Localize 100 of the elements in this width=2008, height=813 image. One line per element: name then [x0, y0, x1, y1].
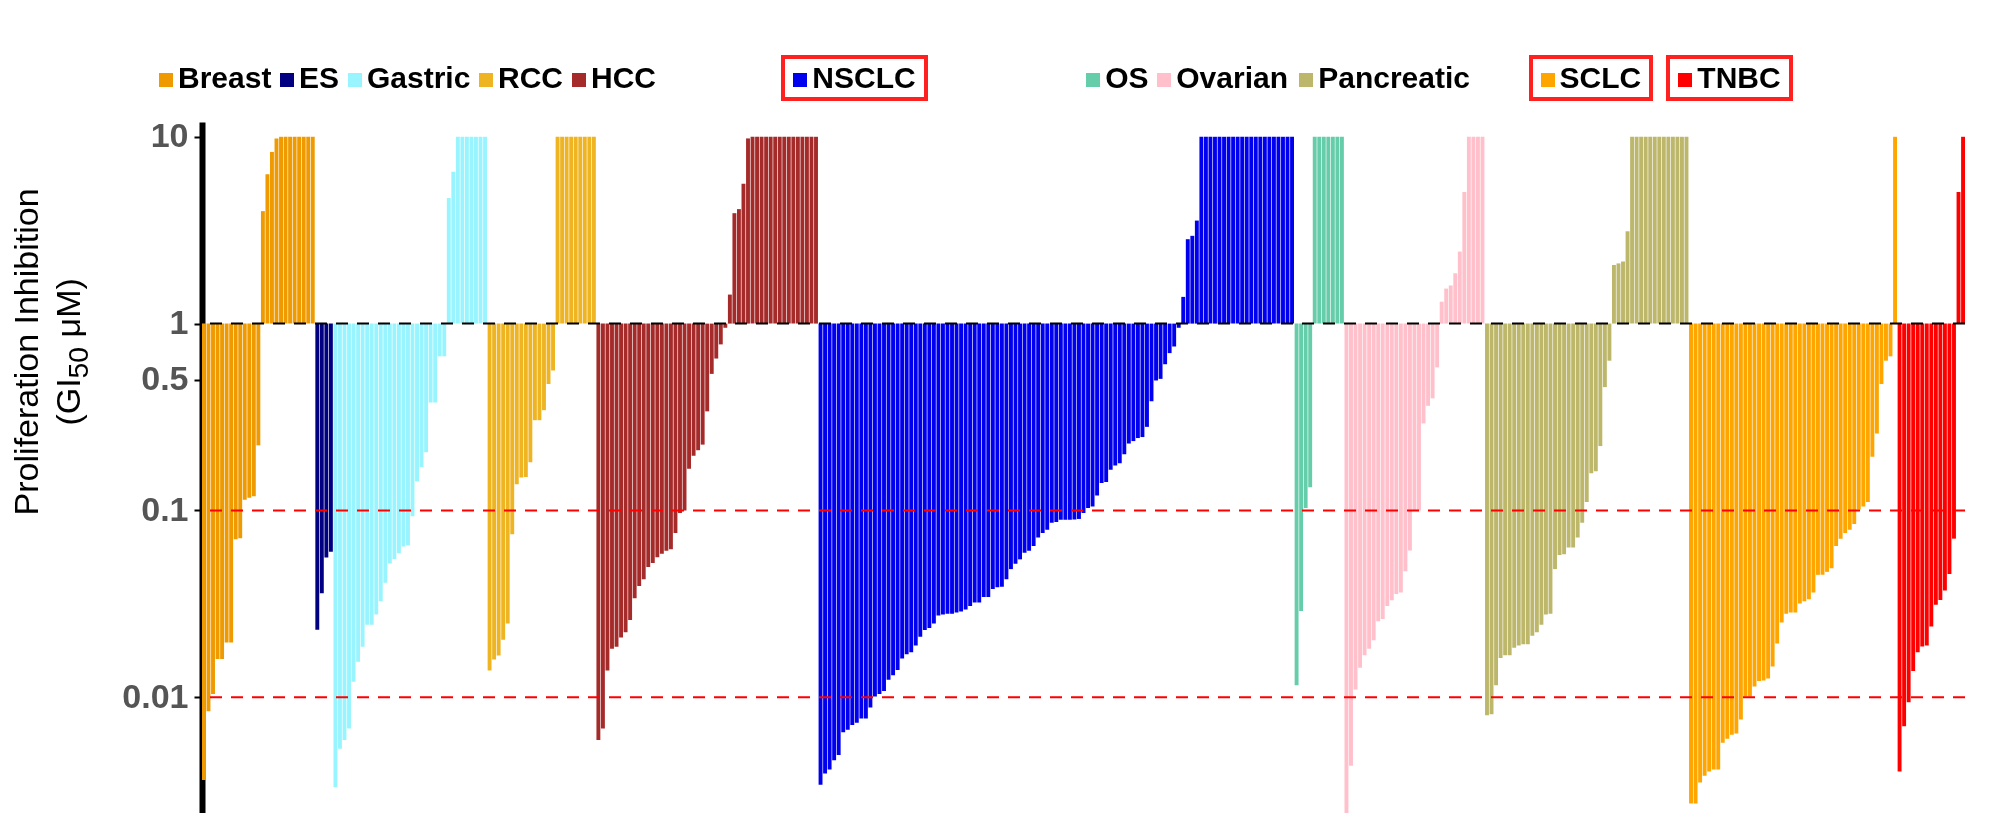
bar: [496, 323, 501, 656]
bar: [1208, 136, 1213, 324]
bar: [1027, 323, 1032, 551]
bar: [668, 323, 673, 550]
bar: [537, 323, 542, 421]
bar: [582, 136, 587, 324]
bar: [659, 323, 664, 554]
bar: [1244, 136, 1249, 324]
bar: [555, 136, 560, 324]
legend-label: Pancreatic: [1318, 61, 1470, 94]
bar: [596, 323, 601, 741]
bar: [1761, 323, 1766, 681]
y-tick-label: 0.01: [122, 676, 189, 715]
bar: [1258, 136, 1263, 324]
bar: [1113, 323, 1118, 466]
bar: [999, 323, 1004, 587]
bar: [1058, 323, 1063, 520]
bar: [1612, 264, 1616, 324]
bar: [392, 323, 397, 559]
bar: [1734, 323, 1739, 734]
bar: [1335, 136, 1340, 324]
bar: [229, 323, 234, 643]
bar: [1725, 323, 1730, 739]
legend-label: Breast: [178, 61, 272, 94]
bar: [882, 323, 886, 691]
bar: [333, 323, 338, 788]
bar: [464, 136, 469, 324]
legend-label: RCC: [498, 61, 563, 94]
bar: [995, 323, 1000, 588]
bar: [1806, 323, 1811, 600]
bar: [1503, 323, 1508, 656]
y-tick-label: 0.1: [141, 489, 189, 528]
legend-label: ES: [299, 61, 340, 94]
bar: [202, 323, 206, 781]
y-tick-label: 0.5: [141, 359, 189, 398]
bar: [1135, 323, 1140, 439]
bar: [931, 323, 936, 624]
bar: [301, 136, 306, 324]
bar: [1312, 136, 1317, 324]
bar: [1235, 136, 1240, 324]
bar: [1961, 136, 1965, 324]
bar: [1666, 136, 1671, 324]
bar: [1226, 136, 1231, 324]
bar: [1267, 136, 1272, 324]
bar: [863, 323, 868, 719]
bar: [1829, 323, 1834, 569]
bar: [220, 323, 225, 660]
bar: [569, 136, 574, 324]
bar: [251, 323, 256, 497]
legend-label: HCC: [591, 61, 656, 94]
bar: [791, 136, 796, 324]
bar: [827, 323, 832, 770]
bar: [795, 136, 800, 324]
bar: [1031, 323, 1036, 547]
bar: [288, 136, 293, 324]
bar: [927, 323, 932, 628]
bar: [859, 323, 864, 719]
bar: [1290, 136, 1294, 324]
bar: [306, 136, 311, 324]
bar: [369, 323, 374, 625]
bar: [1475, 136, 1480, 324]
bar: [959, 323, 964, 612]
bar: [1321, 136, 1326, 324]
y-tick-label: 10: [150, 116, 189, 155]
bar: [1729, 323, 1734, 735]
bar: [963, 323, 968, 610]
bar: [1924, 323, 1929, 646]
bar: [1661, 136, 1666, 324]
bar: [1131, 323, 1136, 442]
bar: [1249, 136, 1254, 324]
bar: [1893, 136, 1897, 324]
bar: [968, 323, 973, 606]
bar: [297, 136, 302, 324]
bar: [591, 136, 596, 324]
bar: [800, 136, 805, 324]
bar: [1521, 323, 1526, 645]
label-frame: SCLC: [1528, 55, 1654, 101]
bar: [623, 323, 628, 633]
bar: [1090, 323, 1095, 507]
bar: [1802, 323, 1807, 602]
bar: [1711, 323, 1716, 770]
bar: [1444, 288, 1449, 324]
bar: [469, 136, 474, 324]
bar: [786, 136, 791, 324]
bar: [845, 323, 850, 730]
bar: [560, 136, 565, 324]
bar: [1485, 323, 1489, 716]
label-frame: NSCLC: [781, 55, 928, 101]
bar: [909, 323, 914, 653]
bar: [1670, 136, 1675, 324]
legend-label: Gastric: [367, 61, 471, 94]
bar: [773, 136, 778, 324]
bar: [977, 323, 982, 603]
bar: [814, 136, 818, 324]
bar: [1045, 323, 1050, 530]
legend-label: TNBC: [1697, 61, 1781, 94]
bar: [1262, 136, 1267, 324]
bar: [564, 136, 569, 324]
bar: [1516, 323, 1521, 646]
bar: [1534, 323, 1539, 633]
